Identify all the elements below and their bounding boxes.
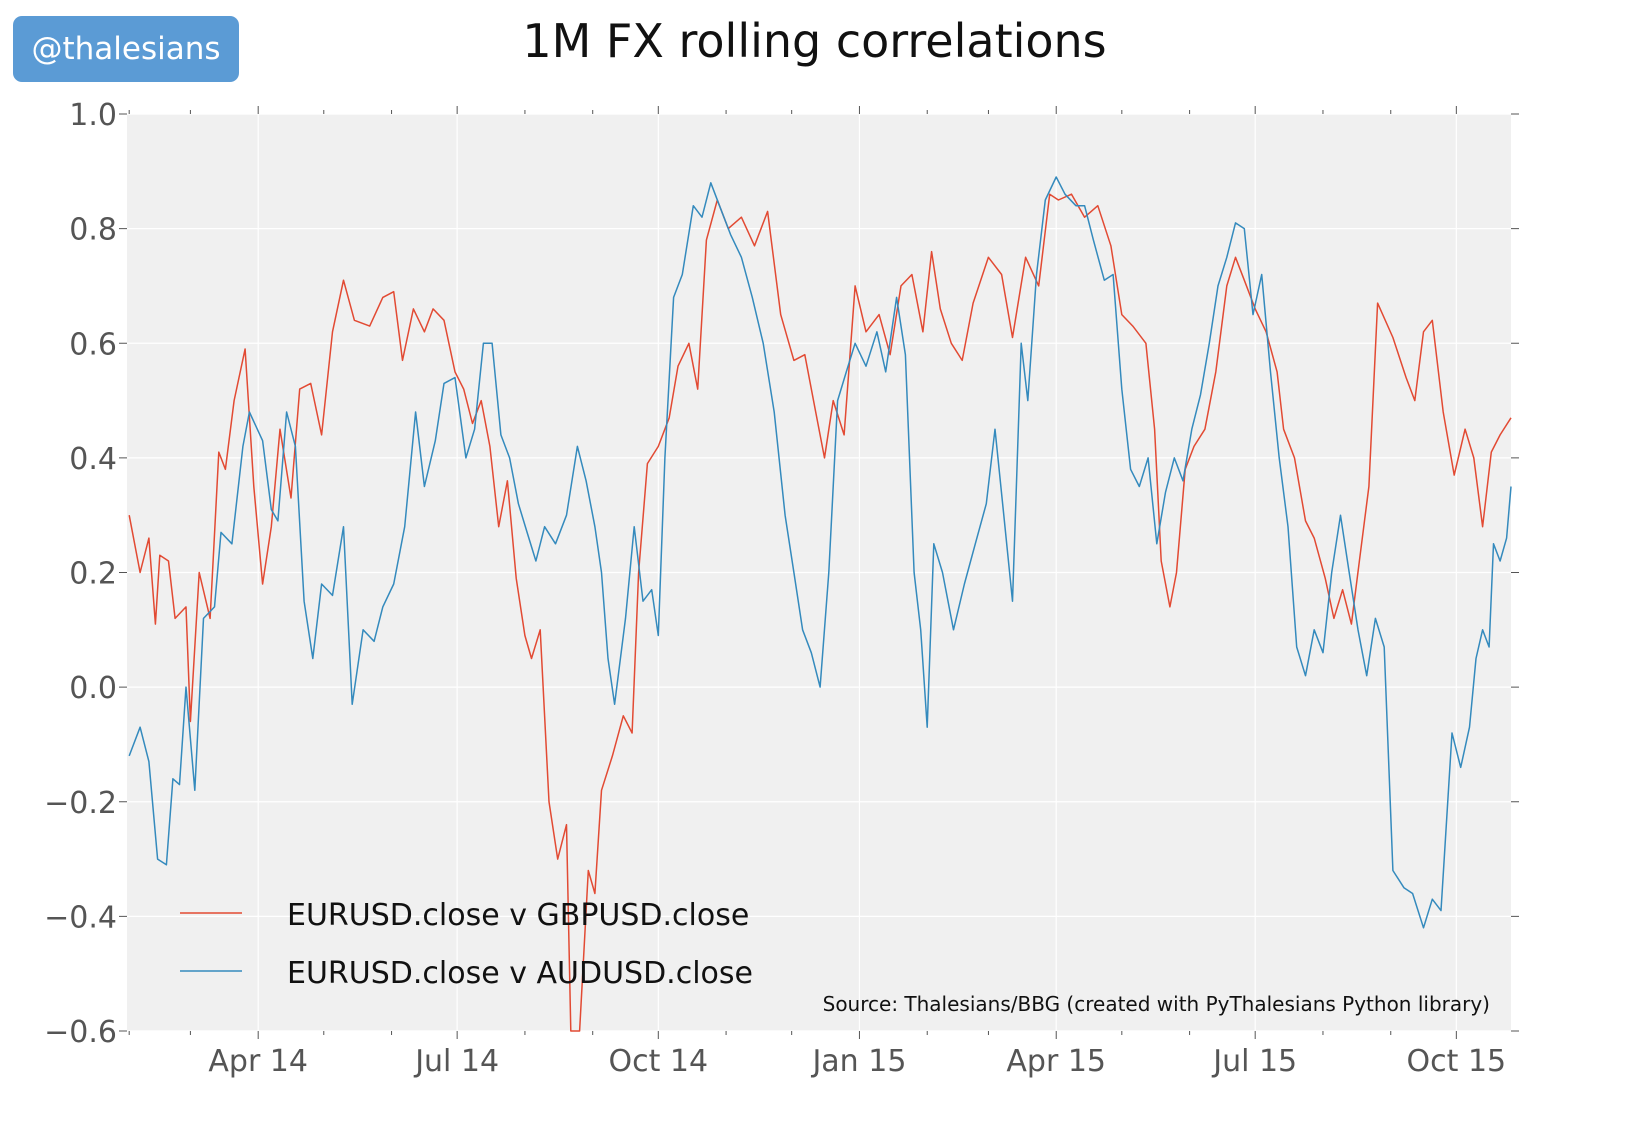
x-tick-label: Jul 15 [1211, 1044, 1297, 1079]
x-tick-label: Apr 14 [208, 1044, 308, 1079]
y-tick-label: 0.6 [69, 327, 117, 362]
y-tick-label: −0.6 [44, 1015, 117, 1050]
x-tick-label: Oct 14 [609, 1044, 709, 1079]
x-tick-label: Jan 15 [810, 1044, 906, 1079]
y-tick-label: 1.0 [69, 98, 117, 133]
grid [127, 113, 1511, 1032]
legend: EURUSD.close v GBPUSD.close EURUSD.close … [180, 898, 753, 991]
y-tick-label: 0.4 [69, 442, 117, 477]
y-tick-label: 0.0 [69, 671, 117, 706]
x-tick-label: Oct 15 [1407, 1044, 1507, 1079]
legend-label-1: EURUSD.close v GBPUSD.close [287, 898, 749, 933]
legend-label-2: EURUSD.close v AUDUSD.close [287, 956, 753, 991]
series-lines [128, 176, 1512, 1032]
thalesians-badge: @thalesians [13, 16, 239, 82]
source-note: Source: Thalesians/BBG (created with PyT… [823, 992, 1490, 1016]
y-tick-label: 0.8 [69, 213, 117, 248]
y-tick-label: 0.2 [69, 557, 117, 592]
series-line-2 [128, 176, 1512, 929]
y-tick-label: −0.2 [44, 786, 117, 821]
x-tick-label: Jul 14 [413, 1044, 499, 1079]
x-tick-label: Apr 15 [1006, 1044, 1106, 1079]
series-line-1 [128, 193, 1512, 1032]
axes: 1.0 0.8 0.6 0.4 0.2 0.0 −0.2 −0.4 −0.6 Apr 14 Jul … [44, 98, 1519, 1079]
y-tick-label: −0.4 [44, 900, 117, 935]
chart-title: 1M FX rolling correlations [522, 14, 1107, 68]
